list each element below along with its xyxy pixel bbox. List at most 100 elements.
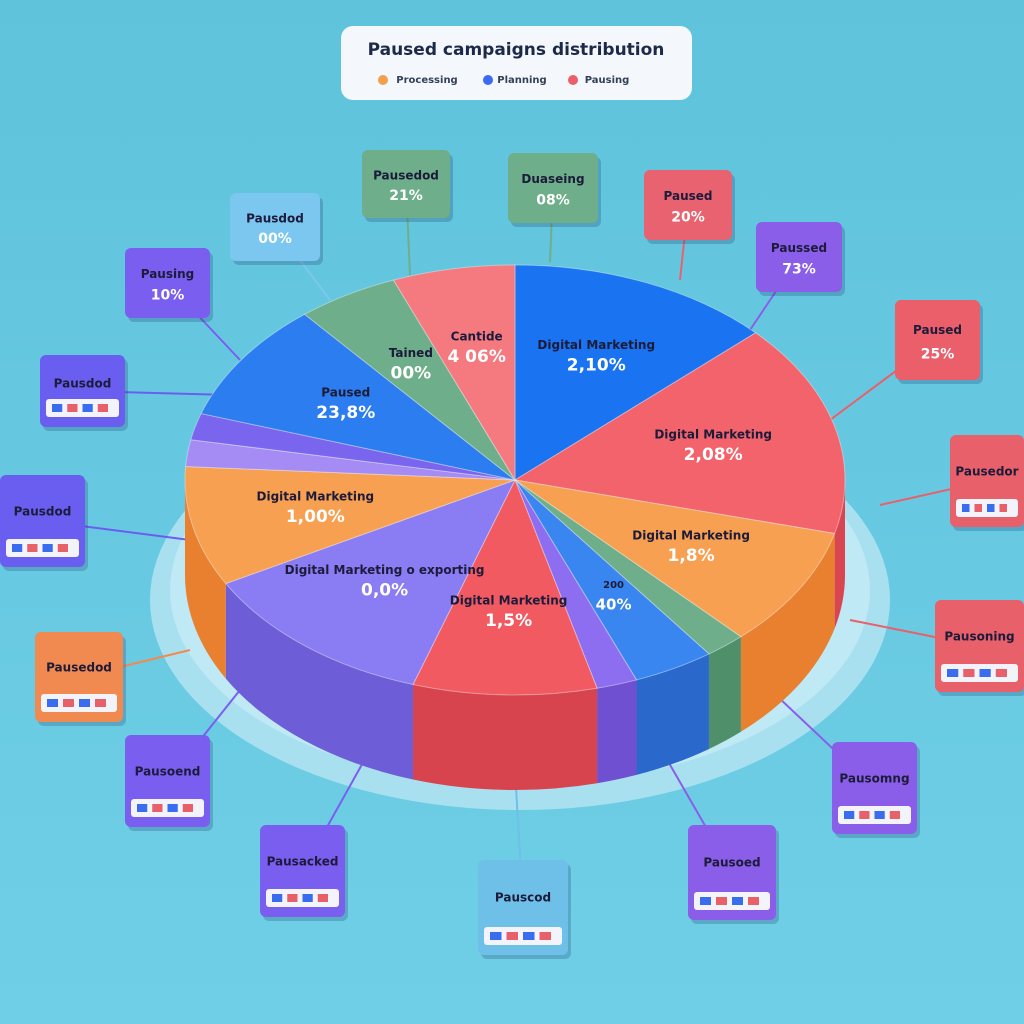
- slice-label: Paused: [321, 386, 370, 400]
- callout-chip: [302, 894, 313, 902]
- callout-chip: [700, 897, 711, 905]
- slice-value: 2,10%: [567, 356, 626, 376]
- slice-label: 200: [603, 580, 624, 591]
- callout-value: 10%: [151, 288, 185, 304]
- callout-chip: [272, 894, 283, 902]
- callout-value: 00%: [258, 231, 292, 247]
- callout-value: 21%: [389, 188, 423, 204]
- callout-chip: [539, 932, 551, 940]
- callout-title: Pausdod: [54, 376, 112, 390]
- title: Paused campaigns distribution: [368, 40, 665, 60]
- legend-label: Pausing: [585, 75, 630, 86]
- callout-chip: [523, 932, 535, 940]
- callout-chip: [97, 404, 108, 412]
- slice-side: [225, 583, 414, 780]
- callout-chip: [962, 504, 970, 512]
- legend-dot: [483, 75, 493, 85]
- slice-value: 1,00%: [286, 507, 345, 527]
- slice-label: Digital Marketing o exporting: [285, 563, 485, 577]
- callout-chip: [57, 544, 68, 552]
- legend-label: Planning: [497, 75, 546, 86]
- slice-side: [413, 684, 598, 790]
- callout-title: Pausacked: [267, 854, 339, 868]
- callout-title: Pausomng: [839, 771, 909, 785]
- slice-label: Digital Marketing: [537, 338, 655, 352]
- callout-chip: [152, 804, 163, 812]
- callout-chip: [287, 894, 298, 902]
- callout-chip: [506, 932, 518, 940]
- callout-chip: [42, 544, 53, 552]
- callout-chip: [12, 544, 23, 552]
- slice: [303, 279, 516, 481]
- callout-title: Pausedor: [955, 464, 1018, 478]
- callout-chip: [79, 699, 90, 707]
- callout-chip: [182, 804, 193, 812]
- callout-title: Pausdod: [14, 504, 72, 518]
- callout-value: 25%: [921, 346, 955, 362]
- slice-value: 0,0%: [361, 581, 408, 601]
- callout: [895, 300, 980, 380]
- callout-chip: [874, 811, 885, 819]
- callout-title: Pausoed: [703, 856, 760, 870]
- callout-chip: [979, 669, 991, 677]
- slice-label: Digital Marketing: [632, 528, 750, 542]
- callout-value: 08%: [536, 193, 570, 209]
- title-card: [341, 26, 692, 100]
- callout-chip: [82, 404, 93, 412]
- callout-title: Pausedod: [46, 661, 112, 675]
- callout-chip: [999, 504, 1007, 512]
- legend-dot: [568, 75, 578, 85]
- slice-value: 4 06%: [447, 347, 505, 367]
- slice-value: 1,5%: [485, 611, 532, 631]
- slice-value: 40%: [596, 595, 632, 613]
- callout: [362, 150, 450, 218]
- callout-chip: [859, 811, 870, 819]
- callout-chip: [748, 897, 759, 905]
- legend-dot: [378, 75, 388, 85]
- callout: [644, 170, 732, 240]
- slice-side: [708, 636, 741, 749]
- callout-title: Duaseing: [521, 172, 584, 186]
- callout: [756, 222, 842, 292]
- callout-title: Pausing: [141, 267, 195, 281]
- callout: [125, 248, 210, 318]
- callout-chip: [67, 404, 78, 412]
- callout-title: Paused: [913, 323, 962, 337]
- slice: [184, 465, 516, 585]
- slice-value: 1,8%: [668, 546, 715, 566]
- slice: [514, 264, 757, 481]
- callout-chip: [52, 404, 63, 412]
- callout-title: Paussed: [771, 241, 827, 255]
- callout-chip: [63, 699, 74, 707]
- callout-title: Pausedod: [373, 168, 439, 182]
- slice-value: 00%: [390, 363, 431, 383]
- slice: [412, 478, 598, 696]
- slice-side: [597, 679, 637, 784]
- slice: [514, 479, 638, 689]
- callout-chip: [974, 504, 982, 512]
- slice-label: Digital Marketing: [450, 594, 568, 608]
- slice: [190, 412, 516, 481]
- callout-chip: [27, 544, 38, 552]
- callout-title: Pausoend: [135, 764, 201, 778]
- callout-value: 20%: [671, 210, 705, 226]
- slice-side: [636, 653, 709, 775]
- slice-label: Tained: [389, 346, 433, 360]
- callout-chip: [317, 894, 328, 902]
- callout-chip: [47, 699, 58, 707]
- callout-chip: [95, 699, 106, 707]
- slice: [514, 479, 742, 655]
- slice: [185, 439, 516, 481]
- callout: [230, 193, 320, 261]
- callout-chip: [995, 669, 1007, 677]
- callout-chip: [963, 669, 975, 677]
- callout-title: Pausdod: [246, 211, 304, 225]
- slice-side: [834, 480, 845, 629]
- slice: [224, 479, 517, 686]
- callout: [508, 153, 598, 223]
- callout-chip: [167, 804, 178, 812]
- callout-chip: [987, 504, 995, 512]
- callout-title: Pauscod: [495, 891, 551, 905]
